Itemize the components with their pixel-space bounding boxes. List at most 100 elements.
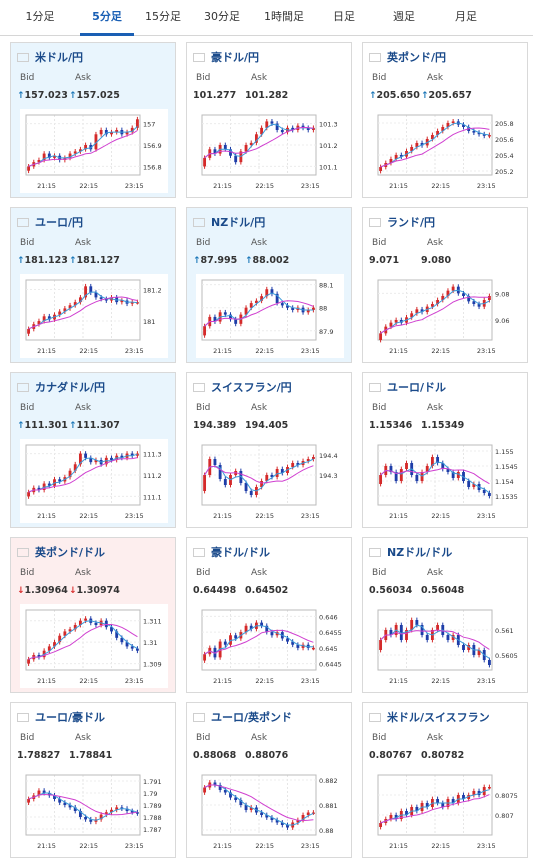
chart-svg: 0.8075 0.807 21:15 22:15 23:15 [377, 774, 518, 850]
ma-short-line [28, 291, 138, 330]
rate-card[interactable]: ランド/円 Bid Ask 9.071 9.080 9.08 9.06 21:15 22:15 2… [362, 207, 528, 363]
tab-monthly[interactable]: 月足 [455, 10, 477, 23]
currency-pair-name[interactable]: NZドル/ドル [387, 546, 453, 559]
rate-card[interactable]: スイスフラン/円 Bid Ask 194.389 194.405 194.4 194.3 21… [186, 372, 352, 528]
candle-body [73, 151, 77, 154]
candle-body [405, 463, 408, 469]
candle-body [301, 125, 305, 128]
rate-card[interactable]: NZドル/ドル Bid Ask 0.56034 0.56048 0.561 0.5605 21… [362, 537, 528, 693]
y-tick-label: 0.645 [319, 645, 338, 653]
x-tick-label: 23:15 [477, 182, 496, 190]
currency-pair-title[interactable]: 豪ドル/円 [193, 48, 259, 66]
ask-price: 1.30974 [76, 585, 120, 596]
rate-card[interactable]: 英ポンド/円 Bid Ask ↑205.650 ↑205.657 205.8 205.6 20… [362, 42, 528, 198]
rate-card[interactable]: 米ドル/円 Bid Ask ↑157.023 ↑157.025 157 156.9 156.8… [10, 42, 176, 198]
candle-body [244, 145, 248, 152]
price-chart[interactable]: 157 156.9 156.8 21:15 22:15 23:15 [20, 109, 168, 193]
candle-body [229, 792, 232, 798]
currency-pair-name[interactable]: 英ポンド/円 [387, 51, 447, 64]
currency-pair-name[interactable]: スイスフラン/円 [211, 381, 292, 394]
price-chart[interactable]: 181.2 181 21:15 22:15 23:15 [20, 274, 168, 358]
candle-body [410, 313, 414, 318]
currency-pair-name[interactable]: ランド/円 [387, 216, 436, 229]
currency-pair-title[interactable]: ユーロ/円 [17, 213, 83, 231]
currency-pair-name[interactable]: ユーロ/英ポンド [211, 711, 293, 724]
x-tick-label: 22:15 [255, 347, 274, 355]
tab-30min[interactable]: 30分足 [204, 10, 240, 23]
price-chart[interactable]: 111.3 111.2 111.1 21:15 22:15 23:15 [20, 439, 168, 523]
price-chart[interactable]: 0.8075 0.807 21:15 22:15 23:15 [372, 769, 520, 853]
x-tick-label: 22:15 [431, 182, 450, 190]
candle-body [53, 795, 56, 799]
candle-body [306, 812, 310, 815]
price-chart[interactable]: 101.3 101.2 101.1 21:15 22:15 23:15 [196, 109, 344, 193]
currency-pair-name[interactable]: カナダドル/円 [35, 381, 106, 394]
price-chart[interactable]: 0.646 0.6455 0.645 0.6445 21:15 22:15 23:15 [196, 604, 344, 688]
currency-pair-title[interactable]: 米ドル/スイスフラン [369, 708, 490, 726]
candle-body [120, 300, 124, 303]
candle-body [37, 655, 41, 658]
rate-card[interactable]: ユーロ/英ポンド Bid Ask 0.88068 0.88076 0.882 0.881 0.… [186, 702, 352, 858]
currency-pair-title[interactable]: ランド/円 [369, 213, 435, 231]
tab-1hour[interactable]: 1時間足 [264, 10, 304, 23]
rate-card[interactable]: 豪ドル/円 Bid Ask 101.277 101.282 101.3 101.2 101.1… [186, 42, 352, 198]
candle-body [78, 453, 82, 465]
rate-card[interactable]: 英ポンド/ドル Bid Ask ↓1.30964 ↓1.30974 1.311 1.31 1.… [10, 537, 176, 693]
rate-card[interactable]: ユーロ/円 Bid Ask ↑181.123 ↑181.127 181.2 181 21:15… [10, 207, 176, 363]
rate-card[interactable]: NZドル/円 Bid Ask ↑87.995 ↑88.002 88.1 88 87.9 21:1… [186, 207, 352, 363]
price-chart[interactable]: 1.155 1.1545 1.154 1.1535 21:15 22:15 23:15 [372, 439, 520, 523]
currency-pair-name[interactable]: ユーロ/豪ドル [35, 711, 106, 724]
price-chart[interactable]: 9.08 9.06 21:15 22:15 23:15 [372, 274, 520, 358]
currency-pair-title[interactable]: 米ドル/円 [17, 48, 83, 66]
currency-pair-title[interactable]: スイスフラン/円 [193, 378, 292, 396]
currency-pair-name[interactable]: ユーロ/円 [35, 216, 84, 229]
currency-pair-title[interactable]: NZドル/円 [193, 213, 265, 231]
rate-card[interactable]: 米ドル/スイスフラン Bid Ask 0.80767 0.80782 0.8075 0.80… [362, 702, 528, 858]
price-chart[interactable]: 0.561 0.5605 21:15 22:15 23:15 [372, 604, 520, 688]
currency-pair-name[interactable]: 豪ドル/円 [211, 51, 260, 64]
candle-body [394, 155, 398, 159]
currency-pair-name[interactable]: 米ドル/スイスフラン [387, 711, 490, 724]
price-chart[interactable]: 205.8 205.6 205.4 205.2 21:15 22:15 23:15 [372, 109, 520, 193]
price-chart[interactable]: 88.1 88 87.9 21:15 22:15 23:15 [196, 274, 344, 358]
candle-body [203, 654, 207, 661]
price-chart[interactable]: 0.882 0.881 0.88 21:15 22:15 23:15 [196, 769, 344, 853]
currency-pair-name[interactable]: 英ポンド/ドル [35, 546, 106, 559]
price-chart[interactable]: 1.791 1.79 1.789 1.788 1.787 21:15 22:15 23:15 [20, 769, 168, 853]
candle-body [389, 815, 393, 819]
za-flag-icon [369, 217, 381, 227]
price-chart[interactable]: 194.4 194.3 21:15 22:15 23:15 [196, 439, 344, 523]
bid-label: Bid [196, 568, 211, 578]
currency-pair-title[interactable]: NZドル/ドル [369, 543, 452, 561]
candle-body [94, 134, 98, 150]
tab-15min[interactable]: 15分足 [145, 10, 181, 23]
candle-body [462, 124, 465, 127]
currency-pair-name[interactable]: 豪ドル/ドル [211, 546, 271, 559]
tab-daily[interactable]: 日足 [333, 10, 355, 23]
tab-weekly[interactable]: 週足 [393, 10, 415, 23]
tab-5min[interactable]: 5分足 [80, 0, 134, 36]
currency-pair-name[interactable]: 米ドル/円 [35, 51, 84, 64]
candle-body [223, 641, 227, 645]
currency-pair-title[interactable]: ユーロ/豪ドル [17, 708, 105, 726]
currency-pair-title[interactable]: ユーロ/英ポンド [193, 708, 292, 726]
currency-pair-title[interactable]: ユーロ/ドル [369, 378, 446, 396]
currency-pair-name[interactable]: NZドル/円 [211, 216, 266, 229]
candle-body [265, 475, 269, 481]
ask-value: 101.282 [245, 90, 288, 101]
rate-card[interactable]: ユーロ/豪ドル Bid Ask 1.78827 1.78841 1.791 1.79 1.78… [10, 702, 176, 858]
candle-body [135, 119, 139, 128]
rate-card[interactable]: 豪ドル/ドル Bid Ask 0.64498 0.64502 0.646 0.6455 0.6… [186, 537, 352, 693]
currency-pair-name[interactable]: ユーロ/ドル [387, 381, 447, 394]
rate-card[interactable]: ユーロ/ドル Bid Ask 1.15346 1.15349 1.155 1.1545 1.1… [362, 372, 528, 528]
tab-1min[interactable]: 1分足 [25, 10, 55, 23]
currency-pair-title[interactable]: 豪ドル/ドル [193, 543, 270, 561]
currency-pair-title[interactable]: 英ポンド/円 [369, 48, 446, 66]
candle-body [311, 307, 315, 310]
price-chart[interactable]: 1.311 1.31 1.309 21:15 22:15 23:15 [20, 604, 168, 688]
bid-price: 157.023 [24, 90, 68, 101]
rate-card[interactable]: カナダドル/円 Bid Ask ↑111.301 ↑111.307 111.3 111.2 1… [10, 372, 176, 528]
currency-pair-title[interactable]: カナダドル/円 [17, 378, 105, 396]
currency-pair-title[interactable]: 英ポンド/ドル [17, 543, 105, 561]
candle-body [99, 297, 103, 299]
